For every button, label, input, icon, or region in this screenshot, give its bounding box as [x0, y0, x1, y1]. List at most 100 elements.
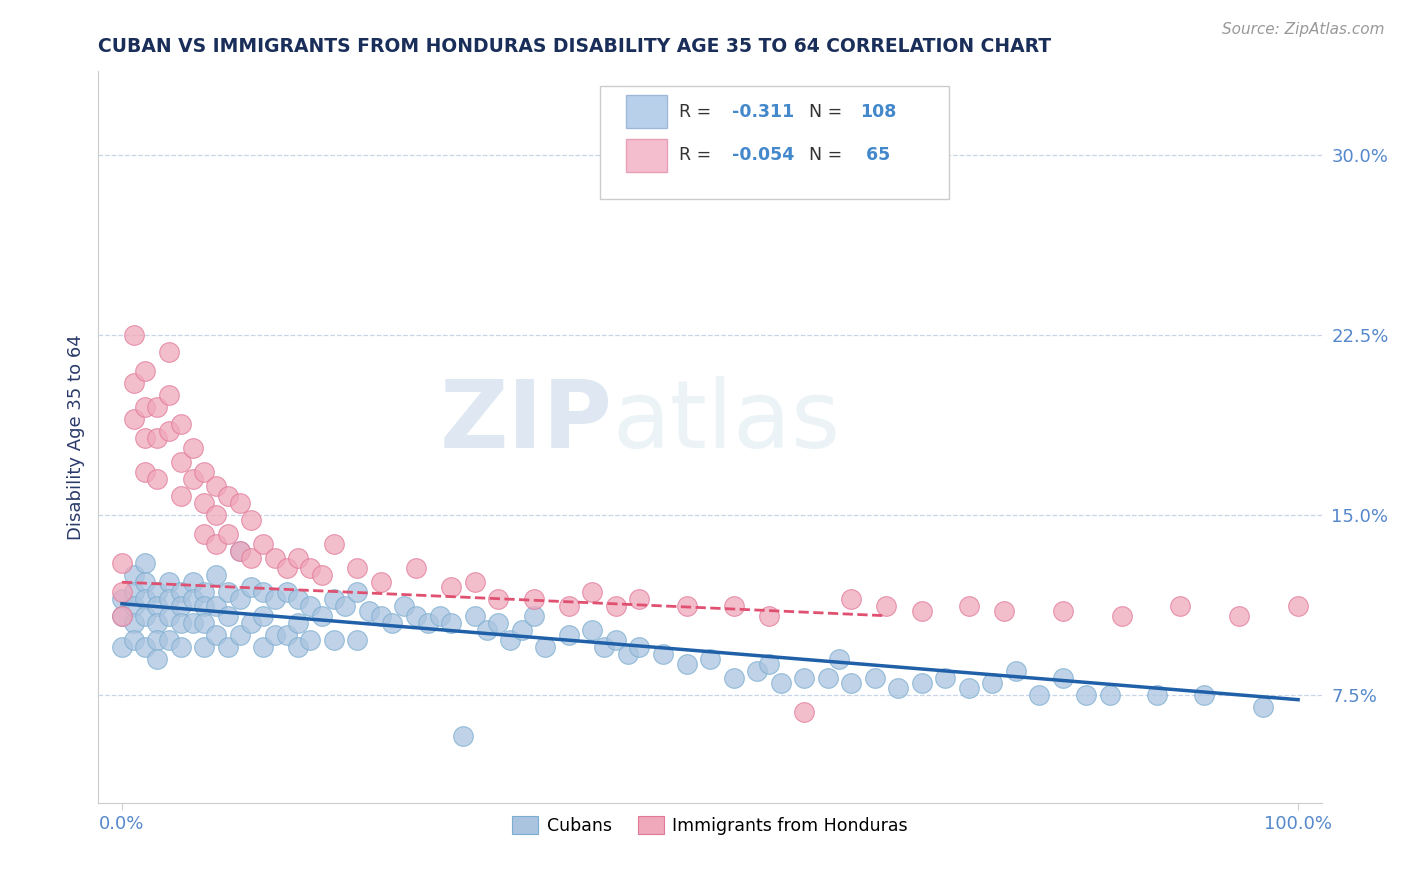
Point: [1227, 608, 1250, 623]
Point: [993, 604, 1015, 618]
Point: [1286, 599, 1309, 614]
Point: [122, 328, 145, 343]
Point: [675, 599, 697, 614]
Point: [839, 591, 862, 606]
Point: [287, 551, 309, 566]
Point: [181, 615, 204, 630]
Point: [346, 632, 368, 647]
Point: [157, 608, 180, 623]
Point: [205, 568, 228, 582]
Point: [146, 431, 169, 445]
Point: [1028, 688, 1050, 702]
Point: [1004, 664, 1026, 678]
Point: [981, 676, 1004, 690]
Point: [370, 608, 392, 623]
Point: [1052, 604, 1074, 618]
Point: [134, 556, 156, 570]
Point: [205, 599, 228, 614]
Point: [122, 615, 145, 630]
Point: [1076, 688, 1098, 702]
Point: [510, 623, 533, 637]
Point: [1052, 671, 1074, 685]
Point: [193, 527, 215, 541]
Point: [1146, 688, 1168, 702]
Point: [170, 599, 193, 614]
Point: [181, 591, 204, 606]
Point: [486, 615, 509, 630]
Point: [122, 632, 145, 647]
Point: [170, 455, 193, 469]
Point: [134, 640, 156, 654]
Point: [111, 591, 134, 606]
Point: [593, 640, 616, 654]
Point: [228, 544, 250, 558]
Point: [287, 591, 309, 606]
Text: N =: N =: [808, 146, 842, 164]
Point: [157, 424, 180, 438]
Point: [828, 652, 851, 666]
Point: [240, 551, 263, 566]
Point: [486, 591, 509, 606]
Text: 108: 108: [860, 103, 897, 120]
Point: [157, 632, 180, 647]
Point: [451, 729, 474, 743]
Point: [170, 615, 193, 630]
Point: [228, 628, 250, 642]
Point: [263, 591, 285, 606]
Point: [605, 599, 627, 614]
Point: [440, 580, 463, 594]
Point: [523, 591, 546, 606]
Point: [1170, 599, 1192, 614]
Point: [299, 632, 322, 647]
Point: [405, 561, 427, 575]
Point: [276, 561, 298, 575]
Point: [628, 640, 651, 654]
Point: [429, 608, 451, 623]
Point: [146, 472, 169, 486]
Point: [605, 632, 627, 647]
Point: [181, 441, 204, 455]
Text: -0.054: -0.054: [733, 146, 794, 164]
Point: [252, 537, 274, 551]
Point: [263, 551, 285, 566]
Point: [111, 608, 134, 623]
Point: [228, 544, 250, 558]
Point: [723, 599, 745, 614]
Point: [357, 604, 380, 618]
Point: [558, 599, 581, 614]
Point: [205, 628, 228, 642]
Point: [122, 568, 145, 582]
Point: [440, 615, 463, 630]
Point: [311, 568, 333, 582]
Point: [134, 400, 156, 414]
Point: [111, 608, 134, 623]
Point: [252, 584, 274, 599]
Point: [134, 608, 156, 623]
Point: [581, 584, 603, 599]
Point: [335, 599, 357, 614]
Y-axis label: Disability Age 35 to 64: Disability Age 35 to 64: [66, 334, 84, 540]
Point: [287, 640, 309, 654]
Point: [193, 615, 215, 630]
Point: [745, 664, 768, 678]
Point: [111, 640, 134, 654]
Point: [146, 652, 169, 666]
Point: [911, 676, 934, 690]
Text: -0.311: -0.311: [733, 103, 794, 120]
Point: [157, 575, 180, 590]
Point: [652, 647, 675, 661]
Point: [122, 599, 145, 614]
Point: [311, 608, 333, 623]
Point: [122, 376, 145, 391]
Point: [181, 472, 204, 486]
Point: [193, 496, 215, 510]
Point: [817, 671, 839, 685]
Point: [146, 400, 169, 414]
Point: [170, 417, 193, 431]
Point: [793, 671, 815, 685]
Text: 65: 65: [860, 146, 891, 164]
Point: [616, 647, 638, 661]
Point: [887, 681, 910, 695]
Point: [111, 556, 134, 570]
Point: [758, 657, 780, 671]
